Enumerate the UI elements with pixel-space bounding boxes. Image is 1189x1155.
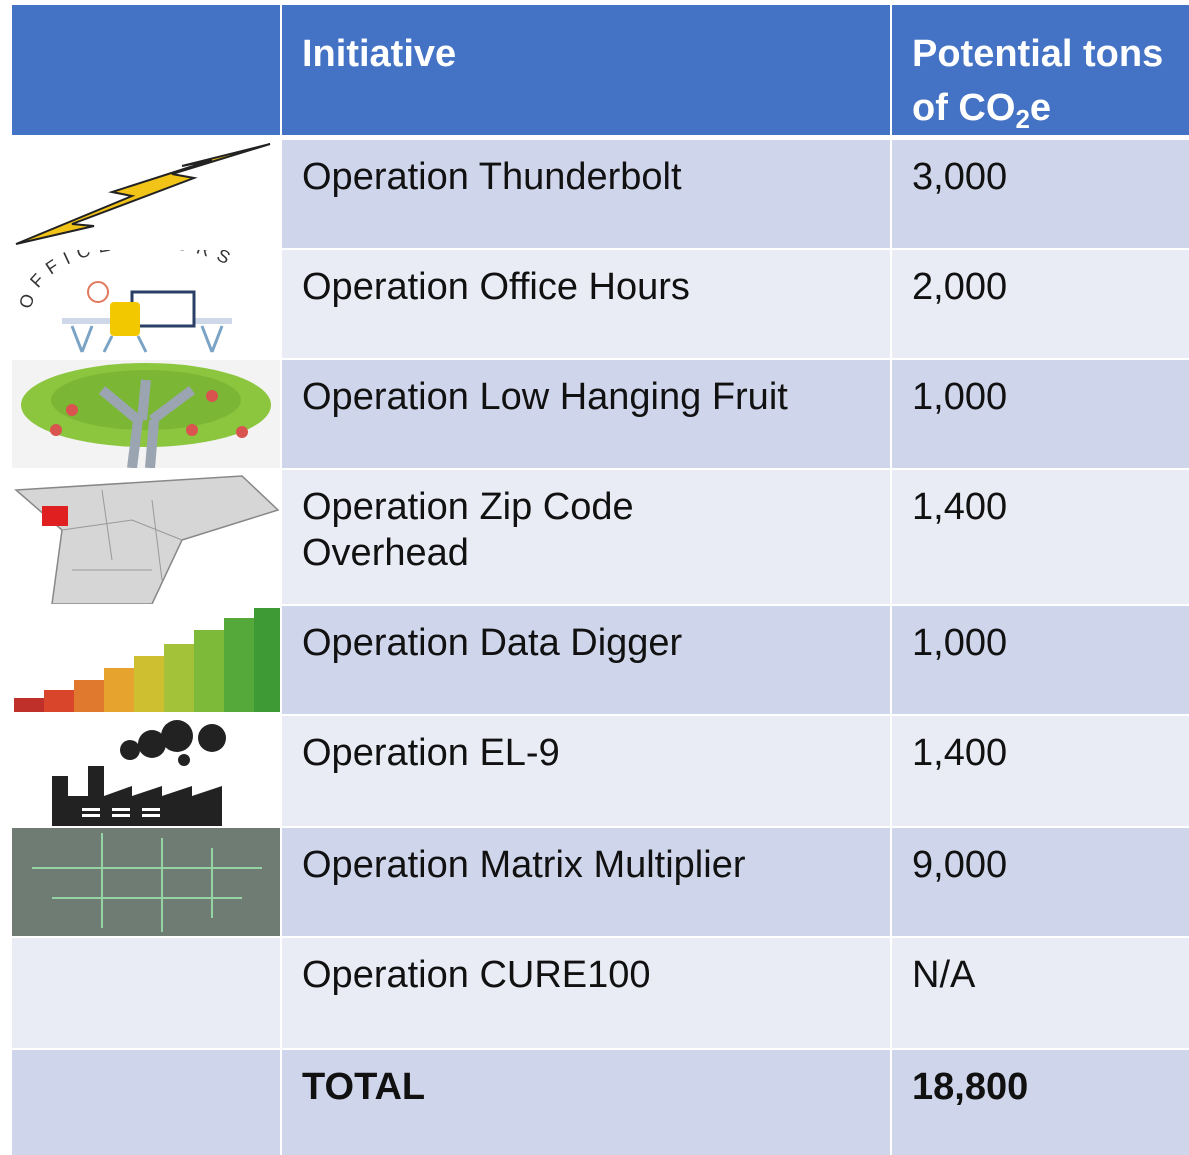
header-text: e bbox=[1030, 87, 1051, 129]
icon-text: OFFICE HOURS bbox=[15, 250, 240, 311]
cell: 3,000 bbox=[892, 140, 1189, 248]
cell: 1,400 bbox=[892, 716, 1189, 826]
factory-icon bbox=[12, 716, 280, 826]
icon-cell bbox=[12, 828, 280, 936]
tons: 1,400 bbox=[912, 732, 1007, 774]
tons: N/A bbox=[912, 954, 975, 996]
cell: Operation Zip Code Overhead bbox=[282, 470, 890, 604]
tons: 1,400 bbox=[912, 486, 1007, 528]
tree-icon bbox=[12, 360, 280, 468]
total-cell: 18,800 bbox=[892, 1050, 1189, 1155]
map-icon bbox=[12, 470, 280, 604]
initiative: Operation Office Hours bbox=[302, 266, 690, 308]
cell: 1,000 bbox=[892, 606, 1189, 714]
total-value: 18,800 bbox=[912, 1066, 1028, 1108]
cell: 9,000 bbox=[892, 828, 1189, 936]
subscript: 2 bbox=[1015, 104, 1029, 134]
initiative: Operation EL-9 bbox=[302, 732, 560, 774]
office-hours-icon: OFFICE HOURS bbox=[12, 250, 280, 358]
header-cell: Initiative bbox=[282, 5, 890, 135]
initiative: Operation Data Digger bbox=[302, 622, 682, 664]
cell: N/A bbox=[892, 938, 1189, 1048]
bar-graph-icon bbox=[12, 606, 280, 714]
icon-cell bbox=[12, 470, 280, 604]
icon-cell bbox=[12, 716, 280, 826]
initiative: Operation Zip Code Overhead bbox=[302, 484, 702, 576]
header-cell bbox=[12, 5, 280, 135]
header-cell: Potential tons of CO2e bbox=[892, 5, 1189, 135]
cell: 2,000 bbox=[892, 250, 1189, 358]
total-cell bbox=[12, 1050, 280, 1155]
page: Initiative Potential tons of CO2e Operat… bbox=[0, 0, 1189, 1155]
matrix-icon bbox=[12, 828, 280, 936]
table: Initiative Potential tons of CO2e Operat… bbox=[0, 0, 1189, 1155]
cell: Operation CURE100 bbox=[282, 938, 890, 1048]
total-cell: TOTAL bbox=[282, 1050, 890, 1155]
cell: Operation Thunderbolt bbox=[282, 140, 890, 248]
tons: 1,000 bbox=[912, 376, 1007, 418]
initiative: Operation Matrix Multiplier bbox=[302, 844, 745, 886]
initiative: Operation CURE100 bbox=[302, 954, 651, 996]
icon-cell bbox=[12, 606, 280, 714]
cell: Operation Low Hanging Fruit bbox=[282, 360, 890, 468]
tons: 9,000 bbox=[912, 844, 1007, 886]
tons: 2,000 bbox=[912, 266, 1007, 308]
initiative: Operation Thunderbolt bbox=[302, 156, 682, 198]
tons: 3,000 bbox=[912, 156, 1007, 198]
icon-cell bbox=[12, 360, 280, 468]
header-text: Initiative bbox=[302, 33, 456, 75]
cell: 1,000 bbox=[892, 360, 1189, 468]
cell: 1,400 bbox=[892, 470, 1189, 604]
cell: Operation Matrix Multiplier bbox=[282, 828, 890, 936]
icon-cell: OFFICE HOURS bbox=[12, 250, 280, 358]
cell: Operation EL-9 bbox=[282, 716, 890, 826]
icon-cell bbox=[12, 140, 280, 248]
initiative: Operation Low Hanging Fruit bbox=[302, 376, 788, 418]
cell: Operation Data Digger bbox=[282, 606, 890, 714]
cell: Operation Office Hours bbox=[282, 250, 890, 358]
total-label: TOTAL bbox=[302, 1066, 425, 1108]
tons: 1,000 bbox=[912, 622, 1007, 664]
thunderbolt-icon bbox=[12, 140, 280, 248]
icon-cell bbox=[12, 938, 280, 1048]
